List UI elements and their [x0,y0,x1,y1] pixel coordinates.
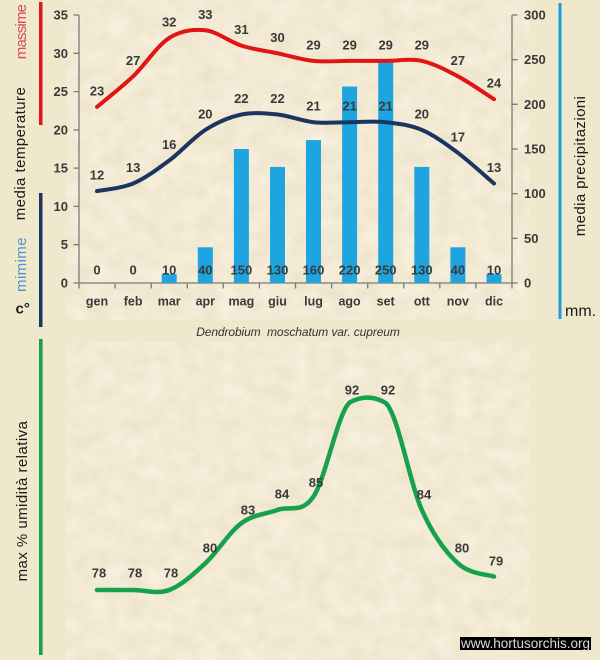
svg-text:media precipitazioni: media precipitazioni [572,96,589,237]
svg-text:dic: dic [485,295,503,309]
svg-text:92: 92 [381,383,395,398]
svg-text:max % umidità relativa: max % umidità relativa [14,420,31,581]
svg-text:13: 13 [487,160,501,175]
svg-text:feb: feb [124,295,143,309]
svg-text:0: 0 [93,263,100,278]
svg-text:c°: c° [16,301,30,318]
svg-text:40: 40 [451,263,465,278]
svg-text:31: 31 [234,22,248,37]
svg-text:29: 29 [415,37,429,52]
svg-text:Dendrobium moschatum var. cup: Dendrobium moschatum var. cupreum [196,325,400,339]
svg-text:100: 100 [524,186,546,201]
svg-text:30: 30 [54,46,68,61]
svg-text:92: 92 [345,383,359,398]
svg-text:10: 10 [162,263,176,278]
svg-text:10: 10 [54,199,68,214]
svg-text:80: 80 [203,541,217,556]
svg-text:250: 250 [524,52,546,67]
svg-text:79: 79 [489,554,503,569]
svg-text:84: 84 [275,487,290,502]
svg-text:80: 80 [455,541,469,556]
svg-text:set: set [377,295,396,309]
svg-text:15: 15 [54,161,68,176]
svg-text:29: 29 [378,37,392,52]
svg-text:mag: mag [229,295,255,309]
svg-text:23: 23 [90,83,104,98]
svg-text:16: 16 [162,137,176,152]
svg-text:21: 21 [378,99,392,114]
svg-text:22: 22 [270,91,284,106]
svg-text:apr: apr [196,295,216,309]
svg-text:ott: ott [414,295,431,309]
svg-text:85: 85 [309,475,323,490]
svg-text:50: 50 [524,231,538,246]
svg-text:160: 160 [303,263,325,278]
svg-text:84: 84 [417,487,432,502]
svg-text:40: 40 [198,263,212,278]
svg-text:22: 22 [234,91,248,106]
svg-text:media temperature: media temperature [12,87,29,221]
svg-text:29: 29 [342,37,356,52]
svg-text:130: 130 [411,263,433,278]
svg-text:30: 30 [270,30,284,45]
svg-text:78: 78 [128,566,142,581]
svg-text:5: 5 [61,237,68,252]
svg-text:27: 27 [126,53,140,68]
svg-text:giu: giu [268,295,287,309]
svg-text:gen: gen [86,295,108,309]
svg-text:nov: nov [447,295,469,309]
svg-text:20: 20 [54,122,68,137]
svg-text:27: 27 [451,53,465,68]
svg-text:250: 250 [375,263,397,278]
svg-text:78: 78 [164,566,178,581]
svg-text:0: 0 [524,276,531,291]
svg-text:24: 24 [487,76,502,91]
svg-text:mar: mar [158,295,181,309]
svg-text:massime: massime [13,4,30,59]
svg-text:20: 20 [198,106,212,121]
svg-text:0: 0 [129,263,136,278]
svg-text:10: 10 [487,263,501,278]
svg-text:300: 300 [524,8,546,23]
svg-text:www.hortusorchis.org: www.hortusorchis.org [460,636,590,651]
svg-text:mm.: mm. [565,303,596,320]
svg-text:220: 220 [339,263,361,278]
svg-text:13: 13 [126,160,140,175]
svg-text:20: 20 [415,106,429,121]
svg-text:21: 21 [306,99,320,114]
svg-text:25: 25 [54,84,68,99]
svg-text:lug: lug [304,295,323,309]
svg-text:35: 35 [54,8,68,23]
svg-text:ago: ago [338,295,361,309]
svg-text:130: 130 [267,263,289,278]
svg-text:mimime: mimime [13,237,30,292]
svg-text:29: 29 [306,37,320,52]
svg-text:33: 33 [198,7,212,22]
svg-text:150: 150 [231,263,253,278]
svg-text:200: 200 [524,97,546,112]
svg-text:150: 150 [524,142,546,157]
svg-text:0: 0 [61,276,68,291]
svg-text:83: 83 [241,503,255,518]
svg-text:78: 78 [92,566,106,581]
svg-text:17: 17 [451,129,465,144]
svg-text:32: 32 [162,15,176,30]
svg-text:12: 12 [90,168,104,183]
svg-text:21: 21 [342,99,356,114]
